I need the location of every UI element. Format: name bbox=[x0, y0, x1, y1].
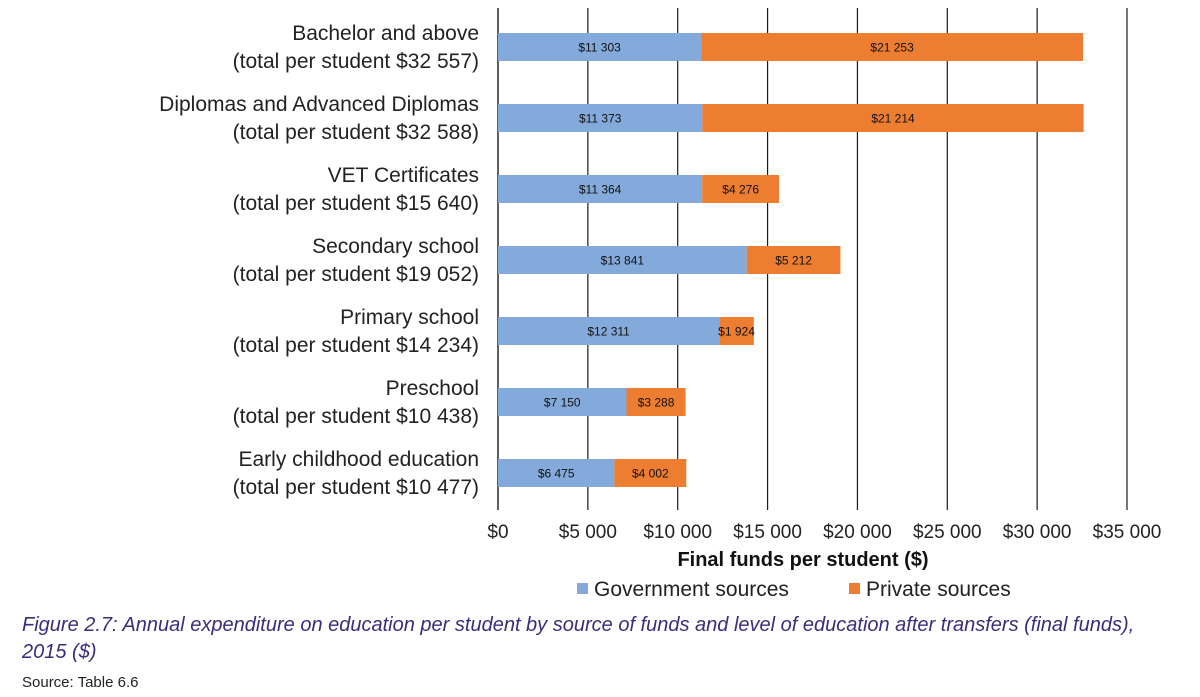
x-tick-label: $5 000 bbox=[559, 522, 617, 543]
category-label: Early childhood education bbox=[239, 448, 480, 471]
data-label-government: $11 303 bbox=[578, 41, 621, 55]
bar-government bbox=[498, 317, 720, 345]
bar-private bbox=[614, 459, 687, 487]
category-total-label: (total per student $32 557) bbox=[233, 50, 479, 73]
data-label-private: $1 924 bbox=[718, 325, 755, 339]
figure-caption: Figure 2.7: Annual expenditure on educat… bbox=[22, 614, 1135, 663]
data-label-government: $7 150 bbox=[544, 396, 581, 410]
category-label: Preschool bbox=[386, 377, 479, 400]
bar-private bbox=[702, 104, 1084, 132]
category-label: Secondary school bbox=[312, 235, 479, 258]
category-total-label: (total per student $19 052) bbox=[233, 263, 479, 286]
data-label-private: $21 253 bbox=[870, 41, 914, 55]
bar-government bbox=[498, 388, 627, 416]
x-tick-label: $0 bbox=[487, 522, 508, 543]
x-axis-title: Final funds per student ($) bbox=[677, 549, 928, 571]
bar-government bbox=[498, 104, 703, 132]
legend-swatch-private bbox=[849, 583, 860, 594]
data-label-private: $3 288 bbox=[638, 396, 675, 410]
category-total-label: (total per student $15 640) bbox=[233, 192, 479, 215]
data-label-private: $21 214 bbox=[871, 112, 915, 126]
x-tick-label: $15 000 bbox=[733, 522, 802, 543]
x-tick-label: $20 000 bbox=[823, 522, 892, 543]
category-total-label: (total per student $32 588) bbox=[233, 121, 479, 144]
bar-government bbox=[498, 459, 615, 487]
data-label-government: $11 373 bbox=[579, 112, 622, 126]
data-label-private: $4 276 bbox=[722, 183, 759, 197]
source-note: Source: Table 6.6 bbox=[22, 674, 139, 691]
bar-private bbox=[702, 175, 780, 203]
legend-label-government: Government sources bbox=[594, 578, 789, 601]
category-label: Diplomas and Advanced Diplomas bbox=[159, 93, 479, 116]
data-label-government: $6 475 bbox=[538, 467, 575, 481]
category-label: VET Certificates bbox=[328, 164, 479, 187]
category-total-label: (total per student $10 477) bbox=[233, 476, 479, 499]
x-tick-label: $25 000 bbox=[913, 522, 982, 543]
bar-government bbox=[498, 175, 703, 203]
bar-private bbox=[746, 246, 841, 274]
data-label-government: $12 311 bbox=[587, 325, 630, 339]
data-label-government: $11 364 bbox=[579, 183, 622, 197]
x-tick-label: $10 000 bbox=[643, 522, 712, 543]
data-label-government: $13 841 bbox=[601, 254, 645, 268]
bar-private bbox=[701, 33, 1084, 61]
stacked-bar-chart: $11 303 $21 253 Bachelor and above (total p… bbox=[159, 8, 1162, 601]
bar-government bbox=[498, 246, 747, 274]
bar-private bbox=[719, 317, 754, 345]
x-tick-label: $35 000 bbox=[1093, 522, 1162, 543]
bar-government bbox=[498, 33, 702, 61]
data-label-private: $4 002 bbox=[632, 467, 669, 481]
category-label: Primary school bbox=[340, 306, 479, 329]
bar-private bbox=[626, 388, 686, 416]
category-label: Bachelor and above bbox=[292, 22, 479, 45]
legend-swatch-government bbox=[577, 583, 588, 594]
legend-label-private: Private sources bbox=[866, 578, 1011, 601]
category-total-label: (total per student $10 438) bbox=[233, 405, 479, 428]
x-tick-label: $30 000 bbox=[1003, 522, 1072, 543]
data-label-private: $5 212 bbox=[775, 254, 812, 268]
category-total-label: (total per student $14 234) bbox=[233, 334, 479, 357]
